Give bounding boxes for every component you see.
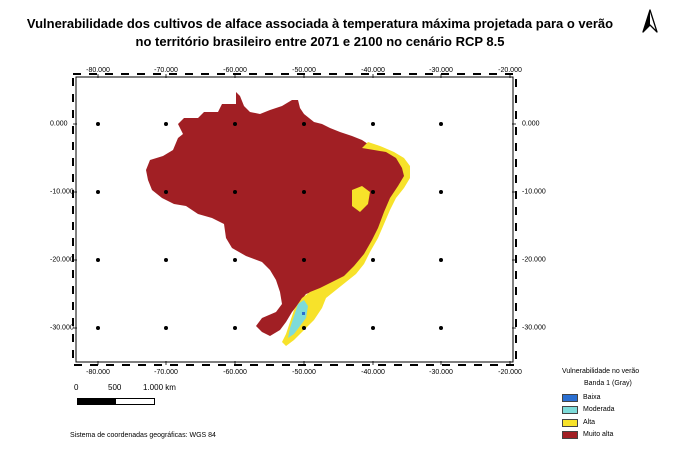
tick-label-left: -30.000 [50,324,74,332]
tick-label-bottom: -20.000 [498,369,522,376]
tick-label-bottom: -80.000 [86,369,110,376]
scale-label-500: 500 [108,383,122,392]
tick-label-right: -30.000 [522,324,546,332]
tick-label-bottom: -30.000 [429,369,453,376]
tick-label-top: -70.000 [154,67,178,74]
tick-label-right: -20.000 [522,256,546,264]
north-arrow-icon [642,9,658,33]
tick-label-left: -10.000 [50,188,74,196]
legend-band: Banda 1 (Gray) [584,380,632,387]
legend-label: Moderada [583,406,615,413]
scale-label-0: 0 [74,383,79,392]
tick-label-right: -10.000 [522,188,546,196]
brazil-region-alta [282,142,410,346]
brazil-region-baixa [302,312,305,315]
legend-swatch [562,419,578,427]
scale-label-1000: 1.000 km [143,383,176,392]
tick-label-left: 0.000 [50,120,68,128]
legend-label: Muito alta [583,431,614,438]
crs-note: Sistema de coordenadas geográficas: WGS … [70,432,216,439]
tick-label-top: -20.000 [498,67,522,74]
brazil-region-muito-alta [146,92,406,336]
tick-label-bottom: -60.000 [223,369,247,376]
legend-title: Vulnerabilidade no verão [562,368,640,375]
brazil-region-alta-patch [352,186,370,212]
tick-label-bottom: -40.000 [361,369,385,376]
legend-label: Baixa [583,394,601,401]
tick-label-top: -80.000 [86,67,110,74]
tick-label-left: -20.000 [50,256,74,264]
tick-label-top: -40.000 [361,67,385,74]
brazil-region-moderada [288,300,308,338]
tick-marks [73,74,516,365]
tick-label-bottom: -50.000 [292,369,316,376]
tick-label-top: -30.000 [429,67,453,74]
tick-label-right: 0.000 [522,120,540,128]
legend-swatch [562,431,578,439]
legend-swatch [562,406,578,414]
tick-label-bottom: -70.000 [154,369,178,376]
scale-bar [77,398,155,405]
tick-label-top: -60.000 [223,67,247,74]
graticule-points [96,122,443,330]
legend-swatch [562,394,578,402]
map-title: Vulnerabilidade dos cultivos de alface a… [26,16,614,49]
legend-label: Alta [583,419,596,426]
tick-label-top: -50.000 [292,67,316,74]
